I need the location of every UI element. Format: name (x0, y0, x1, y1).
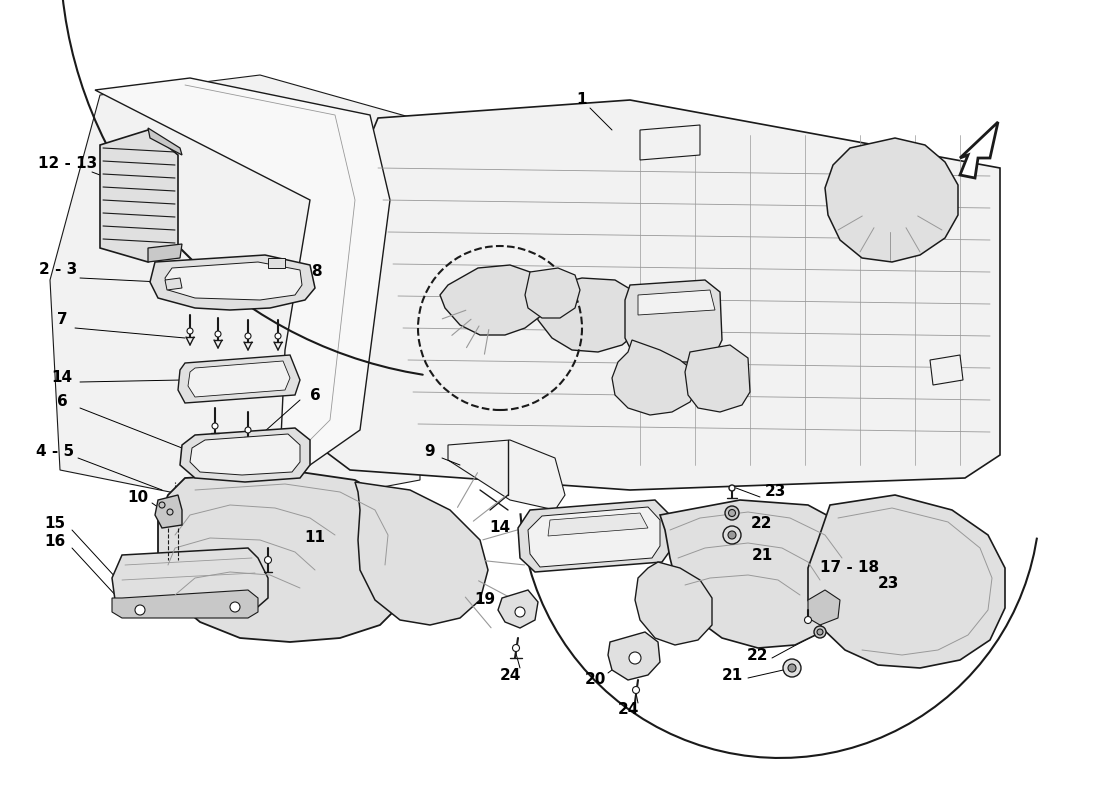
Circle shape (515, 607, 525, 617)
Polygon shape (165, 262, 302, 300)
Polygon shape (148, 128, 182, 155)
Polygon shape (930, 355, 962, 385)
Circle shape (629, 652, 641, 664)
Text: 17 - 18: 17 - 18 (821, 561, 880, 575)
Circle shape (728, 531, 736, 539)
Polygon shape (535, 278, 645, 352)
Polygon shape (190, 434, 300, 475)
Text: 6: 6 (309, 389, 320, 403)
Polygon shape (268, 258, 285, 268)
Polygon shape (150, 255, 315, 310)
Text: 24: 24 (617, 702, 639, 718)
Polygon shape (525, 268, 580, 318)
Polygon shape (112, 548, 268, 615)
Polygon shape (50, 75, 420, 510)
Polygon shape (310, 100, 1000, 490)
Polygon shape (440, 265, 548, 335)
Circle shape (729, 485, 735, 491)
Text: 9: 9 (425, 445, 436, 459)
Polygon shape (158, 472, 415, 642)
Circle shape (135, 605, 145, 615)
Circle shape (245, 427, 251, 433)
Polygon shape (660, 500, 860, 648)
Text: 20: 20 (584, 673, 606, 687)
Text: 21: 21 (722, 669, 742, 683)
Circle shape (212, 423, 218, 429)
Polygon shape (355, 482, 488, 625)
Polygon shape (608, 632, 660, 680)
Circle shape (264, 557, 272, 563)
Polygon shape (635, 562, 712, 645)
Circle shape (723, 526, 741, 544)
Text: 23: 23 (764, 485, 785, 499)
Text: 22: 22 (747, 647, 769, 662)
Circle shape (783, 659, 801, 677)
Circle shape (632, 686, 639, 694)
Circle shape (245, 333, 251, 339)
Circle shape (817, 629, 823, 635)
Text: 7: 7 (57, 313, 67, 327)
Polygon shape (548, 513, 648, 536)
Text: 8: 8 (310, 263, 321, 278)
Polygon shape (685, 345, 750, 412)
Text: 23: 23 (878, 575, 899, 590)
Polygon shape (100, 130, 178, 262)
Polygon shape (825, 138, 958, 262)
Text: 19: 19 (474, 593, 496, 607)
Circle shape (725, 506, 739, 520)
Circle shape (167, 509, 173, 515)
Polygon shape (148, 244, 182, 262)
Polygon shape (112, 590, 258, 618)
Polygon shape (528, 507, 660, 567)
Circle shape (187, 328, 192, 334)
Circle shape (513, 645, 519, 651)
Polygon shape (448, 440, 565, 510)
Polygon shape (95, 78, 390, 465)
Circle shape (804, 617, 812, 623)
Polygon shape (640, 125, 700, 160)
Circle shape (814, 626, 826, 638)
Text: 1: 1 (576, 93, 587, 107)
Text: 10: 10 (128, 490, 148, 506)
Polygon shape (638, 290, 715, 315)
Circle shape (214, 331, 221, 337)
Circle shape (728, 510, 736, 517)
Text: 15: 15 (44, 517, 66, 531)
Text: 14: 14 (52, 370, 73, 386)
Polygon shape (188, 361, 290, 397)
Polygon shape (808, 590, 840, 625)
Text: 12 - 13: 12 - 13 (39, 155, 98, 170)
Circle shape (788, 664, 796, 672)
Polygon shape (808, 495, 1005, 668)
Polygon shape (178, 355, 300, 403)
Text: 16: 16 (44, 534, 66, 550)
Polygon shape (498, 590, 538, 628)
Text: 14: 14 (490, 519, 510, 534)
Polygon shape (155, 495, 182, 528)
Polygon shape (518, 500, 672, 572)
Polygon shape (960, 122, 998, 178)
Text: 6: 6 (56, 394, 67, 410)
Circle shape (160, 502, 165, 508)
Text: 2 - 3: 2 - 3 (39, 262, 77, 278)
Polygon shape (612, 340, 698, 415)
Text: 21: 21 (751, 549, 772, 563)
Text: 11: 11 (305, 530, 326, 546)
Polygon shape (165, 278, 182, 290)
Polygon shape (625, 280, 722, 362)
Polygon shape (180, 428, 310, 482)
Circle shape (275, 333, 280, 339)
Text: 24: 24 (499, 667, 520, 682)
Text: 22: 22 (751, 517, 772, 531)
Circle shape (230, 602, 240, 612)
Text: 4 - 5: 4 - 5 (36, 445, 74, 459)
